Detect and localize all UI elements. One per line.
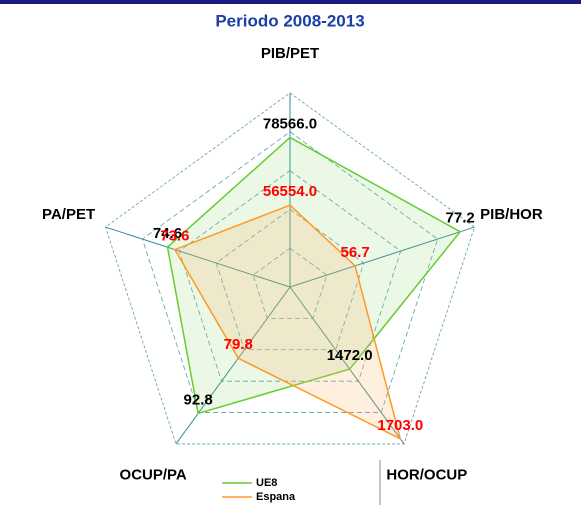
data-label: 78566.0 xyxy=(263,115,317,132)
axis-spoke xyxy=(289,226,475,288)
grid-ring xyxy=(215,208,365,351)
legend-label: UE8 xyxy=(256,477,277,489)
grid-ring xyxy=(252,247,328,319)
chart-title: Periodo 2008-2013 xyxy=(215,11,364,30)
top-bar xyxy=(0,0,581,4)
data-label: 1472.0 xyxy=(327,347,373,364)
axis-label: PA/PET xyxy=(42,206,95,223)
grid-ring xyxy=(178,170,402,382)
axis-spoke xyxy=(105,226,291,288)
data-label: 56.7 xyxy=(340,244,369,261)
data-label: 79.8 xyxy=(224,336,253,353)
grid-ring xyxy=(141,131,439,413)
legend-label: Espana xyxy=(256,491,296,503)
data-label: 92.8 xyxy=(184,391,213,408)
data-label: 77.2 xyxy=(446,210,475,227)
axis-spoke xyxy=(289,286,405,445)
series-area xyxy=(166,136,462,415)
axis-label: HOR/OCUP xyxy=(386,466,467,483)
grid-ring xyxy=(105,92,475,445)
data-label: 73.6 xyxy=(160,228,189,245)
axis-label: OCUP/PA xyxy=(120,466,187,483)
data-label: 74.6 xyxy=(153,225,182,242)
series-area xyxy=(173,204,402,441)
data-label: 1703.0 xyxy=(377,417,423,434)
axis-label: PIB/HOR xyxy=(480,206,543,223)
axis-spoke xyxy=(175,286,291,445)
axis-label: PIB/PET xyxy=(261,45,319,62)
data-label: 56554.0 xyxy=(263,183,317,200)
